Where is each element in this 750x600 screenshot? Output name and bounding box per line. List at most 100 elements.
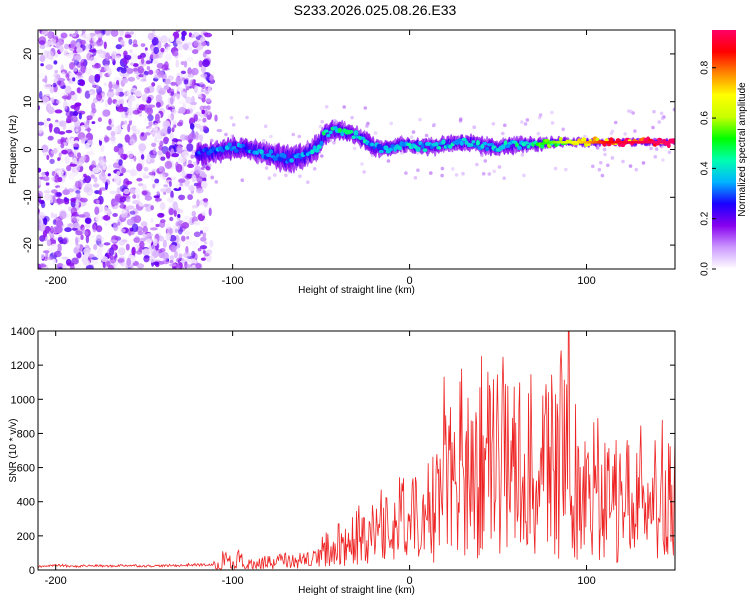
ridge-scatter-cell xyxy=(418,117,422,122)
noise-cell xyxy=(129,169,138,177)
noise-cell xyxy=(105,260,111,268)
noise-cell xyxy=(202,232,207,238)
noise-cell xyxy=(147,153,151,163)
noise-cell xyxy=(95,84,100,90)
noise-cell xyxy=(178,194,186,201)
noise-cell xyxy=(158,235,165,242)
noise-cell xyxy=(185,96,192,104)
snr-xlabel: Height of straight line (km) xyxy=(298,585,415,596)
noise-cell xyxy=(108,81,113,90)
noise-cell xyxy=(95,215,104,223)
noise-cell xyxy=(111,235,119,244)
noise-cell xyxy=(153,74,162,80)
noise-cell xyxy=(76,152,82,159)
noise-cell xyxy=(126,257,132,267)
noise-cell xyxy=(203,125,208,130)
noise-cell xyxy=(54,69,58,74)
noise-cell xyxy=(109,123,114,128)
noise-cell xyxy=(61,149,68,155)
ridge-scatter-cell xyxy=(631,111,635,115)
noise-cell xyxy=(86,151,95,156)
ridge-scatter-cell xyxy=(610,156,615,160)
noise-cell xyxy=(104,136,110,143)
noise-cell xyxy=(38,219,41,229)
ridge-core-cell xyxy=(482,141,488,146)
noise-cell xyxy=(126,231,135,236)
noise-cell xyxy=(184,264,192,268)
noise-cell xyxy=(63,43,70,50)
noise-cell xyxy=(200,236,207,242)
noise-cell xyxy=(118,159,123,166)
noise-cell xyxy=(181,222,190,229)
noise-cell xyxy=(62,123,67,130)
noise-cell xyxy=(132,194,137,199)
noise-cell xyxy=(113,174,121,184)
ridge-scatter-cell xyxy=(240,178,245,182)
ridge-scatter-cell xyxy=(667,150,672,155)
noise-cell xyxy=(53,250,62,258)
noise-cell xyxy=(150,205,154,211)
noise-cell xyxy=(201,109,205,115)
noise-cell xyxy=(126,68,134,74)
noise-cell xyxy=(73,140,79,144)
noise-cell xyxy=(71,257,79,265)
noise-cell xyxy=(133,237,141,244)
noise-cell xyxy=(44,256,48,262)
noise-cell xyxy=(158,87,166,95)
noise-cell xyxy=(74,102,82,107)
noise-cell xyxy=(96,92,103,102)
ridge-scatter-cell xyxy=(262,139,266,143)
noise-cell xyxy=(200,65,207,74)
noise-cell xyxy=(191,210,196,217)
noise-cell xyxy=(70,172,79,176)
noise-cell xyxy=(107,220,115,225)
ridge-scatter-cell xyxy=(461,171,465,176)
ridge-scatter-cell xyxy=(522,173,526,178)
noise-cell xyxy=(57,197,62,206)
noise-cell xyxy=(79,80,86,87)
noise-cell xyxy=(154,113,160,122)
ridge-scatter-cell xyxy=(454,173,459,177)
noise-cell xyxy=(59,45,64,53)
ridge-scatter-cell xyxy=(451,167,455,171)
noise-cell xyxy=(105,181,108,191)
noise-cell xyxy=(191,250,196,259)
noise-cell xyxy=(83,211,91,218)
noise-cell xyxy=(152,183,156,189)
ridge-scatter-cell xyxy=(492,169,497,174)
heatmap-xlabel: Height of straight line (km) xyxy=(298,285,415,296)
noise-cell xyxy=(179,134,187,141)
noise-cell xyxy=(59,210,67,220)
noise-cell xyxy=(142,248,150,257)
noise-cell xyxy=(111,200,120,206)
noise-cell xyxy=(193,221,201,225)
noise-cell xyxy=(103,242,111,246)
ridge-scatter-cell xyxy=(536,131,541,136)
noise-cell xyxy=(204,241,208,245)
ridge-core-cell xyxy=(372,146,377,150)
noise-cell xyxy=(110,131,116,137)
ridge-scatter-cell xyxy=(332,140,336,145)
ridge-scatter-cell xyxy=(657,120,661,124)
ridge-scatter-cell xyxy=(297,134,302,139)
noise-cell xyxy=(144,117,149,122)
noise-cell xyxy=(124,34,132,39)
noise-cell xyxy=(164,78,171,85)
noise-cell xyxy=(53,73,57,78)
noise-cell xyxy=(63,264,68,269)
ridge-scatter-cell xyxy=(654,147,659,151)
noise-cell xyxy=(42,176,50,182)
ridge-scatter-cell xyxy=(424,133,429,138)
noise-cell xyxy=(57,157,61,162)
noise-cell xyxy=(56,80,62,86)
noise-cell xyxy=(125,243,130,251)
noise-cell xyxy=(139,241,145,249)
noise-cell xyxy=(98,243,104,248)
ridge-scatter-cell xyxy=(600,173,605,178)
noise-cell xyxy=(198,82,205,86)
noise-cell xyxy=(72,157,78,166)
noise-cell xyxy=(199,134,203,143)
ridge-core-cell xyxy=(319,140,324,146)
noise-cell xyxy=(160,35,168,44)
noise-cell xyxy=(58,131,66,135)
